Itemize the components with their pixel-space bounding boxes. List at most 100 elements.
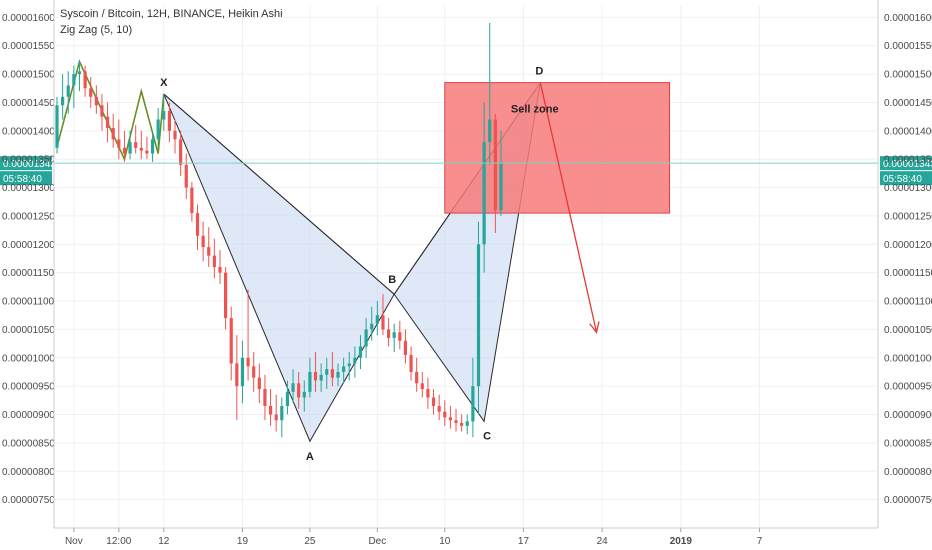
y-tick-label-left: 0.00001150 (2, 268, 55, 279)
y-tick-label-right: 0.00001500 (884, 70, 932, 81)
y-tick-label-right: 0.00001050 (884, 325, 932, 336)
candle (392, 323, 396, 353)
sell-zone-label: Sell zone (511, 104, 559, 116)
candle (476, 221, 481, 415)
candle-body (342, 366, 346, 372)
candle-body (482, 142, 486, 245)
y-tick-label-right: 0.00001200 (884, 240, 932, 251)
candle-body (145, 150, 149, 154)
zigzag-path (56, 59, 165, 162)
y-tick-label-right: 0.00001150 (884, 268, 932, 279)
candle (280, 397, 284, 438)
y-tick-label-right: 0.00001100 (884, 297, 932, 308)
y-tick-label-right: 0.00001450 (884, 98, 932, 109)
candle-body (274, 414, 278, 421)
countdown-value-left: 05:58:40 (3, 174, 42, 185)
candle-body (330, 369, 334, 378)
y-tick-label-left: 0.00001050 (2, 325, 55, 336)
candle (471, 357, 475, 438)
y-tick-label-left: 0.00001250 (2, 211, 55, 222)
candle-body (358, 346, 363, 358)
y-tick-label-left: 0.00000750 (2, 495, 55, 506)
y-tick-label-left: 0.00001550 (2, 41, 55, 52)
candle (330, 352, 334, 387)
candle-body (403, 340, 408, 355)
y-tick-label-right: 0.00000900 (884, 410, 932, 421)
candle (184, 153, 188, 199)
countdown-value-right: 05:58:40 (883, 174, 922, 185)
candle (409, 346, 413, 381)
candle-body (190, 187, 194, 214)
candle-body (240, 357, 245, 387)
candle (364, 318, 368, 358)
point-label-b: B (388, 274, 396, 286)
candle (235, 335, 239, 421)
candle-body (325, 369, 329, 375)
x-tick-label: Nov (65, 536, 83, 547)
candle-body (257, 377, 261, 389)
candle (229, 306, 233, 381)
candle (347, 352, 351, 381)
point-label-x: X (160, 77, 168, 89)
candle-body (207, 247, 211, 256)
candle (454, 408, 458, 432)
candle (207, 227, 211, 267)
candle (89, 76, 93, 109)
candle (72, 65, 76, 109)
candle (488, 23, 492, 165)
candle-body (454, 420, 458, 424)
countdown-tag-right (880, 171, 932, 186)
candle-body (252, 366, 256, 378)
price-tag-left (0, 156, 52, 171)
candle (493, 113, 497, 233)
candle-body (89, 88, 93, 97)
candle (285, 380, 290, 415)
point-label-d: D (535, 66, 543, 78)
candle-body (229, 318, 233, 364)
candle (77, 59, 82, 92)
zigzag-line (56, 59, 165, 162)
y-tick-label-right: 0.00001300 (884, 183, 932, 194)
y-tick-label-right: 0.00000850 (884, 438, 932, 449)
candle-body (156, 119, 160, 140)
candle-body (139, 147, 143, 151)
candle (167, 102, 171, 143)
candle (55, 96, 59, 154)
y-tick-label-left: 0.00001450 (2, 98, 55, 109)
candle (201, 221, 205, 262)
candle-body (319, 374, 323, 381)
candle-body (313, 371, 318, 381)
indicator-label: Zig Zag (5, 10) (60, 24, 132, 36)
candle (291, 369, 295, 404)
candle (358, 335, 363, 370)
candle-body (66, 85, 70, 97)
candle (246, 289, 250, 381)
y-tick-label-left: 0.00001300 (2, 183, 55, 194)
candle (325, 357, 329, 389)
candle (150, 130, 155, 163)
candle-body (246, 357, 250, 367)
candle (313, 352, 318, 392)
candle (420, 371, 424, 398)
candle (437, 394, 441, 421)
y-tick-label-left: 0.00001200 (2, 240, 55, 251)
candle (443, 400, 447, 426)
candle (460, 414, 464, 432)
chart-title: Syscoin / Bitcoin, 12H, BINANCE, Heikin … (60, 8, 283, 20)
candle (302, 380, 306, 412)
y-tick-label-right: 0.00001350 (884, 155, 932, 166)
candle (403, 329, 408, 364)
price-tag-value-left: 0.00001343 (3, 159, 56, 170)
y-tick-label-left: 0.00000950 (2, 382, 55, 393)
candle-body (280, 406, 284, 421)
candle (431, 388, 436, 415)
candle (111, 113, 115, 148)
candle-body (443, 411, 447, 418)
candle (173, 119, 177, 154)
candle (252, 352, 256, 392)
y-tick-label-left: 0.00000800 (2, 467, 55, 478)
candle (61, 74, 65, 120)
x-tick-label: 7 (757, 536, 763, 547)
